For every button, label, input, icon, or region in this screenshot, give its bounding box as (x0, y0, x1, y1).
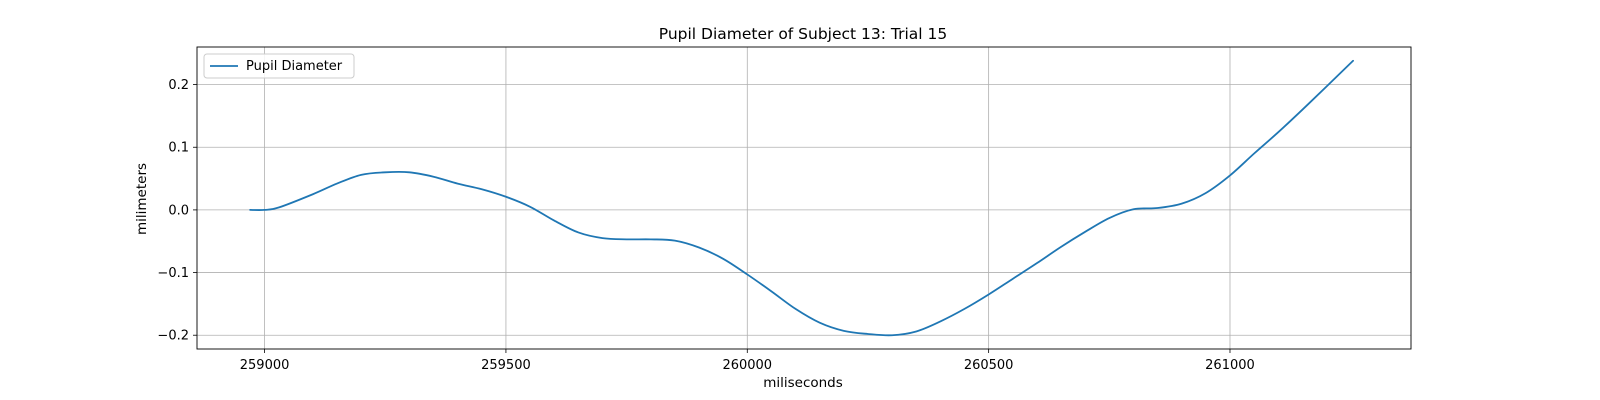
grid-lines (197, 47, 1411, 349)
y-axis-label: milimeters (134, 163, 150, 235)
x-tick-label: 260000 (722, 358, 772, 373)
axes (193, 46, 1412, 353)
series-lines (249, 59, 1354, 337)
plot-frame (196, 46, 1412, 350)
x-tick-label: 259000 (240, 358, 290, 373)
y-tick-label: −0.2 (157, 329, 189, 344)
tick-labels: 259000 259500 260000 260500 261000 −0.2 −0.1 0.… (157, 78, 1254, 373)
y-tick-label: 0.2 (168, 78, 189, 93)
x-tick-label: 261000 (1205, 358, 1255, 373)
y-tick-label: −0.1 (157, 266, 189, 281)
series-line-pupil-diameter (249, 59, 1354, 337)
legend: Pupil Diameter (203, 53, 355, 79)
y-tick-label: 0.0 (168, 203, 189, 218)
chart-title: Pupil Diameter of Subject 13: Trial 15 (659, 25, 948, 43)
legend-box (203, 53, 355, 79)
x-tick-label: 259500 (481, 358, 531, 373)
x-axis-label: miliseconds (763, 375, 843, 391)
y-tick-label: 0.1 (168, 141, 189, 156)
x-tick-label: 260500 (964, 358, 1014, 373)
legend-label: Pupil Diameter (246, 59, 343, 74)
